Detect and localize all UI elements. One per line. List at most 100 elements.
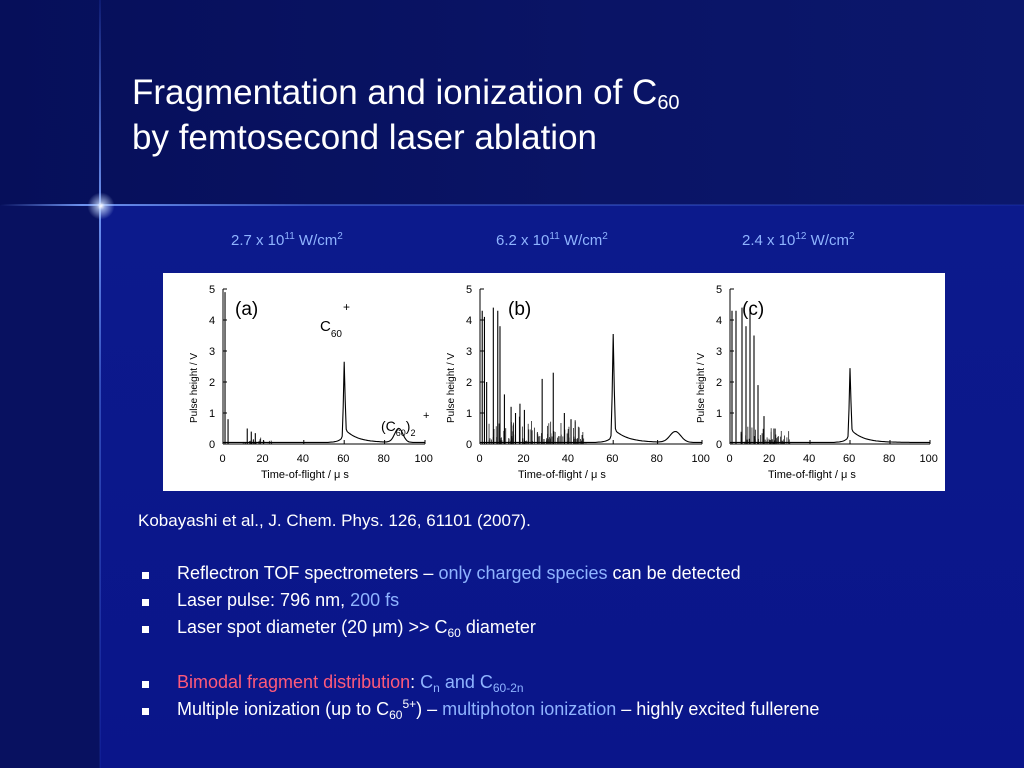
bullet-superscript: 5+ [402, 697, 417, 711]
spectrum-trace [729, 368, 930, 443]
x-tick-label: 60 [843, 453, 855, 465]
spectrum-trace [479, 333, 702, 443]
bullet-segment: : [410, 672, 421, 692]
citation: Kobayashi et al., J. Chem. Phys. 126, 61… [138, 511, 531, 530]
x-tick-label: 20 [256, 453, 268, 465]
bullet-highlight: C [479, 672, 493, 692]
vertical-light-line [99, 0, 101, 768]
bullet-text: Multiple ionization (up to C605+) – mult… [177, 697, 820, 722]
y-tick-label: 1 [716, 408, 722, 420]
y-tick-label: 3 [716, 346, 722, 358]
bullet-subscript: 60-2n [492, 681, 524, 695]
x-tick-label: 80 [378, 453, 390, 465]
y-axis-title: Pulse height / V [446, 353, 457, 423]
bullet-highlight: 200 fs [350, 590, 400, 610]
y-tick-label: 2 [209, 377, 215, 389]
bullet-square-icon [142, 626, 149, 633]
y-tick-label: 5 [466, 284, 472, 296]
bullet-text: Laser spot diameter (20 μm) >> C60 diame… [177, 617, 536, 640]
panel-label: (a) [235, 299, 258, 320]
y-tick-label: 2 [716, 377, 722, 389]
bullet-square-icon [142, 572, 149, 579]
title-line-1: Fragmentation and ionization of C60 [132, 70, 892, 115]
y-tick-label: 0 [716, 439, 722, 451]
c60-annotation: C60 [320, 318, 342, 340]
bullet-square-icon [142, 708, 149, 715]
intensity-label-a: 2.7 x 1011 W/cm2 [231, 231, 343, 250]
x-tick-label: 40 [297, 453, 309, 465]
bullet-subscript: 60 [447, 626, 461, 640]
bullet-square-icon [142, 599, 149, 606]
x-tick-label: 60 [606, 453, 618, 465]
y-axis-title: Pulse height / V [696, 353, 707, 423]
y-tick-label: 1 [466, 408, 472, 420]
y-tick-label: 5 [716, 284, 722, 296]
header-band [0, 0, 1024, 205]
spectrum-trace [222, 361, 425, 443]
bullet-highlight: only charged species [438, 563, 608, 583]
y-tick-label: 3 [466, 346, 472, 358]
x-axis-title: Time-of-flight / μ s [768, 469, 856, 481]
bullet-gap [138, 644, 1018, 672]
bullet-segment: Laser spot diameter (20 μm) >> C [177, 617, 448, 637]
x-tick-label: 80 [883, 453, 895, 465]
title-subscript: 60 [657, 92, 680, 114]
x-tick-label: 0 [477, 453, 483, 465]
intensity-label-c: 2.4 x 1012 W/cm2 [742, 231, 855, 250]
intensity-unit: W/cm [559, 232, 603, 249]
y-tick-label: 4 [716, 315, 722, 327]
y-tick-label: 4 [209, 315, 215, 327]
bullet-segment: can be detected [607, 563, 741, 583]
y-tick-label: 2 [466, 377, 472, 389]
intensity-label-b: 6.2 x 1011 W/cm2 [496, 231, 608, 250]
intensity-unit-exp: 2 [602, 231, 608, 242]
bullet-item: Laser spot diameter (20 μm) >> C60 diame… [138, 617, 1018, 644]
y-tick-label: 0 [466, 439, 472, 451]
x-tick-label: 40 [803, 453, 815, 465]
x-tick-label: 40 [562, 453, 574, 465]
x-tick-label: 100 [415, 453, 433, 465]
bullet-item: Bimodal fragment distribution: Cn and C6… [138, 672, 1018, 699]
x-tick-label: 0 [727, 453, 733, 465]
dimer-annotation: (C60)2 [381, 418, 415, 438]
x-axis-title: Time-of-flight / μ s [518, 469, 606, 481]
left-band [0, 205, 100, 768]
intensity-unit-exp: 2 [337, 231, 343, 242]
bullet-text: Bimodal fragment distribution: Cn and C6… [177, 672, 524, 695]
y-tick-label: 0 [209, 439, 215, 451]
intensity-exp: 11 [549, 231, 560, 242]
dimer-charge-label: + [423, 410, 429, 422]
bullet-item: Laser pulse: 796 nm, 200 fs [138, 590, 1018, 617]
x-tick-label: 80 [651, 453, 663, 465]
bullet-red-highlight: Bimodal fragment distribution [177, 672, 411, 692]
panel-label: (b) [508, 299, 531, 320]
bullet-segment: Reflectron TOF spectrometers – [177, 563, 439, 583]
intensity-unit: W/cm [806, 232, 849, 249]
bullet-highlight: and [439, 672, 480, 692]
intensity-unit: W/cm [294, 232, 338, 249]
x-tick-label: 100 [920, 453, 938, 465]
c60-charge-label: + [343, 300, 350, 314]
intensity-base: 2.4 x 10 [742, 232, 796, 249]
horizontal-light-line [0, 204, 1024, 206]
intensity-exp: 11 [284, 231, 295, 242]
intensity-base: 6.2 x 10 [496, 232, 550, 249]
bullet-text: Laser pulse: 796 nm, 200 fs [177, 590, 399, 611]
bullet-segment: Multiple ionization (up to C [177, 699, 390, 719]
x-tick-label: 60 [337, 453, 349, 465]
title-text: Fragmentation and ionization of C [132, 73, 658, 112]
bullet-item: Reflectron TOF spectrometers – only char… [138, 563, 1018, 590]
y-tick-label: 5 [209, 284, 215, 296]
slide-title: Fragmentation and ionization of C60 by f… [132, 70, 892, 160]
intensity-unit-exp: 2 [849, 231, 855, 242]
bullet-subscript: 60 [389, 708, 403, 722]
bullet-segment: – highly excited fullerene [616, 699, 820, 719]
bullet-segment: diameter [460, 617, 536, 637]
bullet-square-icon [142, 681, 149, 688]
x-tick-label: 0 [220, 453, 226, 465]
sparkle-icon [85, 190, 117, 222]
title-line-2: by femtosecond laser ablation [132, 118, 597, 157]
tof-spectra-figure: 0 1 2 3 4 5 0 20 40 60 80 100 Pulse height / V Time-o… [163, 273, 945, 491]
bullet-item: Multiple ionization (up to C605+) – mult… [138, 697, 1018, 726]
